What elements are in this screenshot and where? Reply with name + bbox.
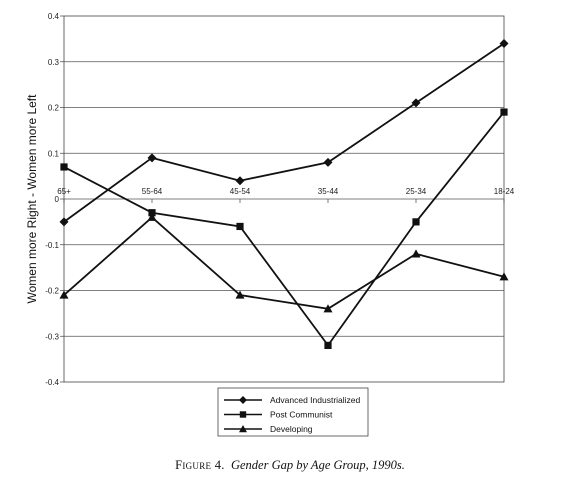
data-point	[59, 217, 69, 227]
series-square	[60, 108, 508, 349]
legend-label: Advanced Industrialized	[270, 395, 361, 405]
data-point	[500, 108, 508, 116]
y-tick-label: 0.2	[48, 104, 60, 113]
data-point	[148, 209, 156, 217]
y-tick-label: 0.4	[48, 12, 60, 21]
x-tick-label: 55-64	[142, 187, 163, 196]
series-layer	[59, 38, 509, 349]
x-axis-ticks: 65+ 55-64 45-54 35-44 25-34 18-24	[57, 187, 515, 203]
series-triangle	[59, 212, 509, 313]
y-tick-label: -0.3	[45, 332, 59, 341]
data-point	[60, 163, 68, 171]
y-axis-label: Women more Right - Women more Left	[25, 94, 39, 304]
data-point	[324, 341, 332, 349]
data-point	[411, 98, 421, 108]
series-line	[63, 111, 505, 347]
line-chart: 0.4 0.3 0.2 0.1 0 -0.1 -0.2 -0.3 -0.4 65+ 55-64 45…	[25, 12, 515, 437]
series-diamond	[59, 38, 509, 227]
legend: Advanced Industrialized Post Communist Dev…	[217, 387, 369, 437]
y-tick-label: -0.2	[45, 287, 59, 296]
series-line	[63, 42, 505, 223]
data-point	[236, 222, 244, 231]
data-point	[499, 272, 509, 281]
data-point	[323, 304, 333, 313]
x-tick-label: 65+	[57, 187, 71, 196]
legend-label: Post Communist	[270, 410, 333, 420]
legend-marker	[239, 411, 247, 418]
data-point	[59, 290, 69, 299]
legend-label: Developing	[270, 424, 313, 434]
data-point	[235, 176, 245, 186]
y-tick-label: -0.1	[45, 241, 59, 250]
data-point	[412, 218, 420, 226]
y-tick-label: 0.3	[48, 58, 60, 67]
y-tick-label: -0.4	[45, 378, 59, 387]
figure-label: Figure 4.	[175, 458, 225, 472]
y-tick-label: 0	[55, 195, 60, 204]
legend-marker	[239, 425, 247, 433]
data-point	[499, 38, 509, 48]
x-tick-label: 35-44	[318, 187, 339, 196]
figure-title: Gender Gap by Age Group, 1990s.	[230, 458, 405, 472]
series-line	[63, 216, 505, 310]
figure-caption: Figure 4. Gender Gap by Age Group, 1990s…	[0, 458, 580, 473]
data-point	[147, 212, 157, 221]
gridlines	[64, 61, 504, 337]
x-tick-label: 25-34	[406, 187, 427, 196]
x-tick-label: 45-54	[230, 187, 251, 196]
data-point	[323, 157, 333, 167]
data-point	[235, 290, 245, 299]
y-tick-label: 0.1	[48, 149, 60, 158]
data-point	[411, 249, 421, 258]
data-point	[147, 153, 157, 163]
legend-marker	[239, 396, 247, 404]
x-tick-label: 18-24	[494, 187, 515, 196]
y-axis-ticks: 0.4 0.3 0.2 0.1 0 -0.1 -0.2 -0.3 -0.4	[45, 12, 64, 387]
